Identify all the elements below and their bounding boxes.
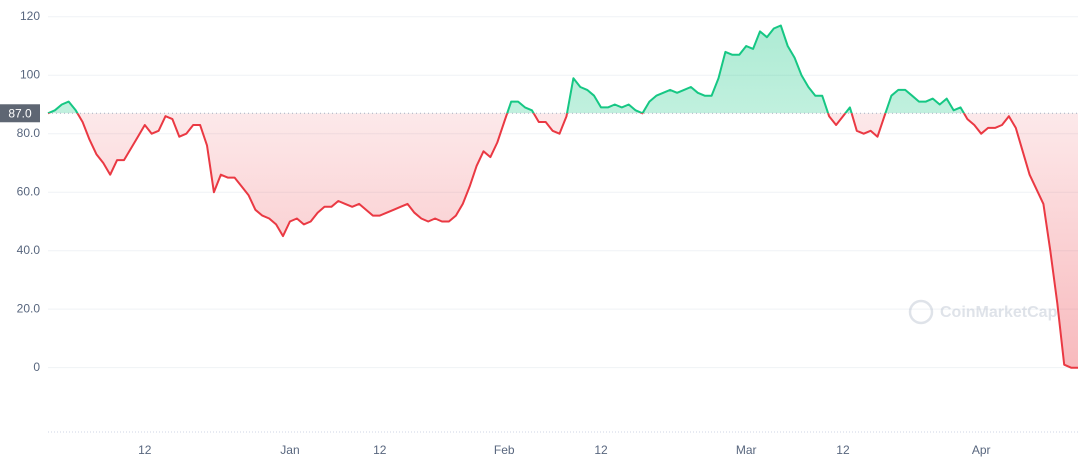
y-tick-label: 40.0: [17, 243, 41, 257]
x-tick-label: 12: [138, 443, 152, 457]
x-tick-label: Feb: [494, 443, 515, 457]
x-tick-label: 12: [373, 443, 387, 457]
baseline-label: 87.0: [8, 106, 32, 120]
baseline-label-box: [0, 104, 40, 123]
area-above: [48, 25, 964, 114]
price-line-below: [47, 113, 1078, 369]
watermark-text: CoinMarketCap: [940, 304, 1058, 321]
x-tick-label: Apr: [972, 443, 991, 457]
y-tick-label: 20.0: [17, 301, 41, 315]
x-tick-label: Jan: [280, 443, 299, 457]
y-tick-label: 60.0: [17, 184, 41, 198]
y-tick-label: 0: [33, 360, 40, 374]
area-below: [48, 113, 1078, 368]
x-tick-label: 12: [594, 443, 608, 457]
y-tick-label: 100: [20, 67, 40, 81]
watermark-logo: [908, 299, 934, 325]
grid: [48, 16, 1078, 369]
price-line-above: [47, 24, 966, 114]
y-tick-label: 80.0: [17, 126, 41, 140]
x-tick-label: 12: [836, 443, 850, 457]
watermark: CoinMarketCap: [908, 299, 1058, 325]
y-tick-label: 120: [20, 9, 40, 23]
x-tick-label: Mar: [736, 443, 757, 457]
